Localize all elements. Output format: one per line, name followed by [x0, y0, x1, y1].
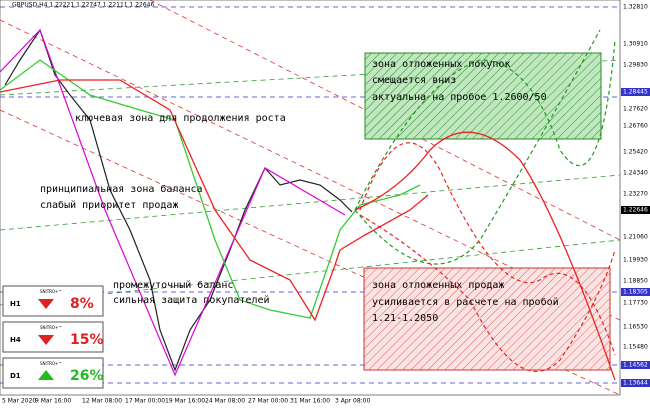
date-label: 24 Mar 08:00 — [205, 398, 245, 405]
price-label-box — [621, 361, 650, 369]
projection-up — [354, 29, 616, 265]
widget: SNITRO+™ D1 26% — [2, 357, 104, 389]
date-label: 3 Apr 08:00 — [335, 398, 370, 405]
buy-zone-text: зона отложенных покупок — [372, 59, 510, 70]
widget-box — [2, 357, 104, 389]
widget: SNITRO+™ H1 8% — [2, 285, 104, 317]
price-label: 1.29830 — [623, 62, 648, 69]
price-label: 1.32810 — [623, 4, 648, 11]
sell-zone-text: зона отложенных продаж — [372, 280, 504, 291]
date-label: 19 Mar 16:00 — [165, 398, 205, 405]
sell-zone-text: усиливается в расчете на пробой — [372, 296, 559, 308]
widget-timeframe: H1 — [10, 300, 21, 308]
price-label-box — [621, 288, 650, 296]
annotation: промежуточный баланс — [113, 279, 233, 291]
price-label: 1.24340 — [623, 170, 648, 177]
zigzag — [0, 28, 346, 377]
buy-zone-text: актуальна на пробое 1.2600/50 — [372, 91, 547, 103]
price-label: 1.27620 — [623, 106, 648, 113]
date-label: 17 Mar 00:00 — [125, 398, 165, 405]
date-label: 5 Mar 2020 — [2, 398, 36, 405]
buy-zone-text: смещается вниз — [372, 75, 456, 86]
buy-zone-box — [364, 52, 602, 140]
price-label: 1.13644 — [623, 380, 648, 387]
price-label: 1.17730 — [623, 300, 648, 307]
widget: SNITRO+™ H4 15% — [2, 321, 104, 353]
price-label: 1.19930 — [623, 257, 648, 264]
price-label: 1.18305 — [623, 289, 648, 296]
annotation: ключевая зона для продолжения роста — [75, 113, 286, 124]
date-label: 12 Mar 08:00 — [82, 398, 122, 405]
annotation: слабый приоритет продаж — [40, 199, 178, 211]
cloud-red — [0, 79, 429, 322]
widget-brand: SNITRO+™ — [40, 289, 62, 294]
price-label: 1.23270 — [623, 191, 648, 198]
price-label: 1.15480 — [623, 344, 648, 351]
price-label: 1.21060 — [623, 234, 648, 241]
price-label-box — [621, 206, 650, 214]
price-label: 1.25420 — [623, 149, 648, 156]
price-label: 1.28445 — [623, 89, 648, 96]
widget-value: 15% — [70, 332, 104, 348]
widget-box — [2, 285, 104, 317]
widget-value: 26% — [70, 368, 104, 384]
widget-timeframe: D1 — [10, 372, 21, 380]
date-label: 9 Mar 16:00 — [35, 398, 71, 405]
price-label: 1.30910 — [623, 41, 648, 48]
widget-brand: SNITRO+™ — [40, 325, 62, 330]
sell-zone-box — [363, 267, 611, 371]
widget-arrow — [38, 335, 54, 345]
price-label-box — [621, 88, 650, 96]
price-label: 1.16530 — [623, 324, 648, 331]
projection-down — [359, 142, 616, 372]
widget-arrow — [38, 299, 54, 309]
annotation: принципиальная зона баланса — [40, 183, 203, 195]
price-label: 1.14562 — [623, 362, 648, 369]
price-path — [4, 28, 353, 372]
price-label-box — [621, 379, 650, 387]
sell-zone-text: 1.21-1.2050 — [372, 313, 438, 324]
widget-timeframe: H4 — [10, 336, 21, 344]
widget-box — [2, 321, 104, 353]
widget-arrow — [38, 370, 54, 380]
projection-solid — [354, 131, 616, 381]
widget-value: 8% — [70, 296, 94, 312]
price-label: 1.22646 — [623, 207, 648, 214]
widget-brand: SNITRO+™ — [40, 361, 62, 366]
annotation: сильная защита покупателей — [113, 294, 270, 306]
header: GBPUSD,H4 1.22221 1.22747 1.22111 1.2264… — [12, 2, 154, 9]
date-label: 31 Mar 16:00 — [290, 398, 330, 405]
date-label: 27 Mar 00:00 — [248, 398, 288, 405]
price-label: 1.26760 — [623, 123, 648, 130]
price-label: 1.18850 — [623, 278, 648, 285]
